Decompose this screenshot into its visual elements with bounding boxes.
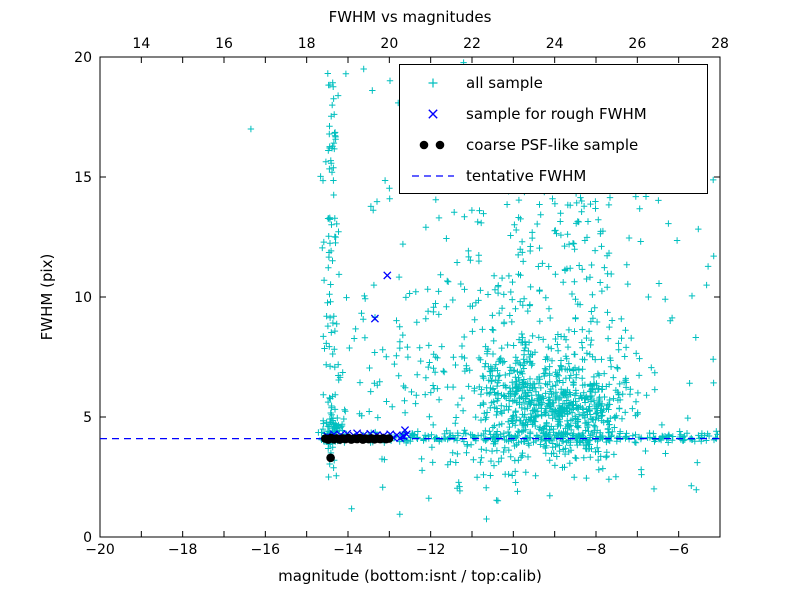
legend-entry-all-sample: all sample (410, 67, 707, 98)
legend-entry-tentative-fwhm: tentative FWHM (410, 160, 707, 191)
svg-text:−10: −10 (499, 542, 529, 558)
svg-text:−16: −16 (251, 542, 281, 558)
svg-text:−18: −18 (168, 542, 198, 558)
svg-text:−12: −12 (416, 542, 446, 558)
svg-text:16: 16 (215, 36, 233, 52)
legend-label: coarse PSF-like sample (466, 135, 639, 154)
svg-text:24: 24 (546, 36, 564, 52)
legend: all sample sample for rough FWHM coarse … (399, 64, 708, 194)
svg-text:10: 10 (74, 290, 92, 306)
svg-text:−20: −20 (85, 542, 115, 558)
svg-text:−14: −14 (333, 542, 363, 558)
svg-text:20: 20 (74, 50, 92, 66)
legend-label: all sample (466, 73, 543, 92)
svg-text:26: 26 (628, 36, 646, 52)
svg-text:22: 22 (463, 36, 481, 52)
svg-text:14: 14 (132, 36, 150, 52)
svg-text:28: 28 (711, 36, 729, 52)
dashed-line-icon (412, 174, 454, 177)
svg-text:5: 5 (83, 410, 92, 426)
legend-entry-psf-sample: coarse PSF-like sample (410, 129, 707, 160)
dot-marker-icon (419, 140, 445, 149)
svg-text:18: 18 (298, 36, 316, 52)
svg-text:15: 15 (74, 170, 92, 186)
plus-marker-icon (428, 78, 438, 87)
svg-text:20: 20 (380, 36, 398, 52)
y-axis-label: FWHM (pix) (38, 253, 56, 341)
legend-label: sample for rough FWHM (466, 104, 647, 123)
x-marker-icon (428, 108, 438, 119)
x-axis-label: magnitude (bottom:isnt / top:calib) (278, 567, 542, 585)
legend-entry-rough-fwhm: sample for rough FWHM (410, 98, 707, 129)
chart-title: FWHM vs magnitudes (328, 8, 492, 26)
legend-label: tentative FWHM (466, 166, 587, 185)
svg-text:−6: −6 (668, 542, 689, 558)
svg-text:0: 0 (83, 530, 92, 546)
svg-text:−8: −8 (586, 542, 607, 558)
